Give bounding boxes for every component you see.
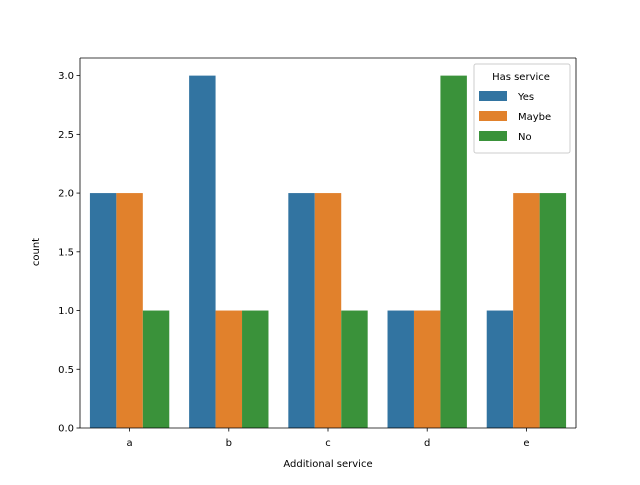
y-tick-label: 0.0	[58, 424, 74, 435]
legend-label-no: No	[518, 132, 532, 143]
bar-b-yes	[189, 75, 216, 429]
y-tick-label: 2.5	[58, 130, 74, 141]
legend-label-yes: Yes	[517, 92, 534, 103]
legend-entries: Yes Maybe No	[479, 91, 551, 143]
legend-swatch-maybe	[479, 111, 507, 121]
x-axis-label: Additional service	[283, 459, 372, 470]
legend-swatch-yes	[479, 91, 507, 101]
bar-b-maybe	[215, 310, 243, 428]
legend: Has service Yes Maybe No	[473, 63, 571, 154]
ticks-layer: 0.0 0.5 1.0 1.5 2.0 2.5 3.0 a b c d e	[58, 71, 529, 449]
bar-a-maybe	[116, 193, 143, 428]
y-tick-label: 1.0	[58, 306, 74, 317]
legend-label-maybe: Maybe	[518, 112, 551, 123]
bar-d-no	[440, 75, 467, 429]
bar-c-no	[341, 310, 368, 428]
bar-e-no	[539, 193, 567, 428]
y-tick-label: 0.5	[58, 365, 74, 376]
bar-e-yes	[486, 310, 514, 428]
bars-layer	[89, 75, 567, 429]
bar-d-yes	[387, 310, 414, 428]
x-tick-label: e	[523, 438, 529, 449]
bar-c-maybe	[314, 193, 342, 428]
x-tick-label: b	[226, 438, 232, 449]
x-tick-label: d	[424, 438, 430, 449]
y-tick-label: 2.0	[58, 189, 74, 200]
bar-b-no	[242, 310, 269, 428]
x-tick-label: a	[127, 438, 133, 449]
legend-title: Has service	[492, 72, 550, 83]
bar-a-no	[142, 310, 170, 428]
y-axis-label: count	[31, 238, 42, 266]
bar-d-maybe	[413, 310, 441, 428]
bar-c-yes	[288, 193, 315, 428]
legend-swatch-no	[479, 131, 507, 141]
x-tick-label: c	[325, 438, 331, 449]
y-tick-label: 1.5	[58, 247, 74, 258]
bar-e-maybe	[513, 193, 540, 428]
legend-frame	[473, 63, 571, 154]
bar-a-yes	[89, 193, 117, 428]
y-tick-label: 3.0	[58, 71, 74, 82]
